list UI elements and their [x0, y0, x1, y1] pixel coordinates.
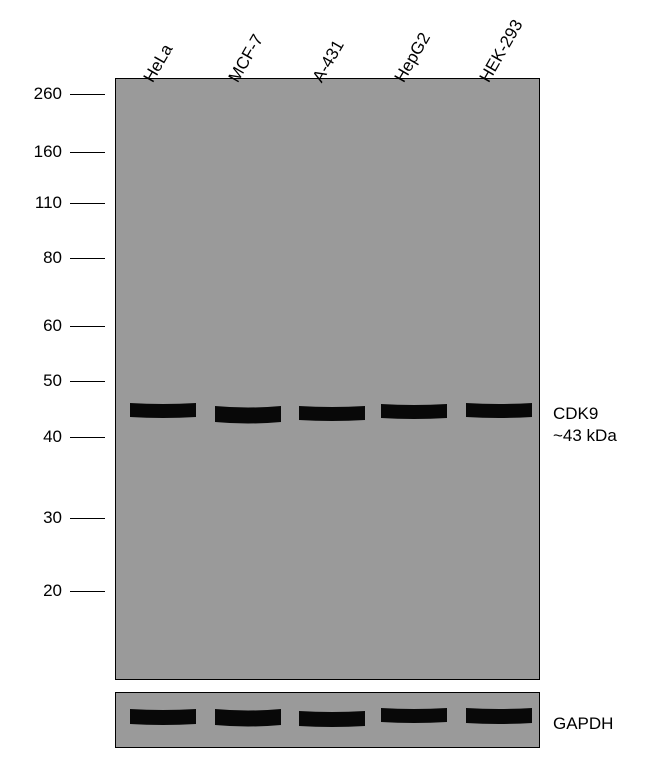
mw-tick: [70, 258, 105, 259]
main-blot-membrane: [115, 78, 540, 680]
protein-band: [297, 398, 367, 432]
mw-tick: [70, 381, 105, 382]
western-blot-figure: HeLaMCF-7A-431HepG2HEK-293 2601601108060…: [0, 0, 650, 769]
mw-label: 60: [22, 316, 62, 336]
mw-label: 30: [22, 508, 62, 528]
mw-label: 260: [22, 84, 62, 104]
protein-band: [379, 396, 449, 430]
mw-label: 160: [22, 142, 62, 162]
protein-band: [379, 700, 449, 734]
gapdh-protein-label: GAPDH: [553, 714, 613, 734]
mw-label: 80: [22, 248, 62, 268]
protein-band: [464, 700, 534, 735]
mw-tick: [70, 437, 105, 438]
mw-label: 50: [22, 371, 62, 391]
mw-tick: [70, 518, 105, 519]
protein-band: [297, 703, 367, 738]
mw-label: 40: [22, 427, 62, 447]
mw-label: 110: [22, 193, 62, 213]
mw-tick: [70, 326, 105, 327]
protein-band: [213, 398, 283, 436]
protein-band: [213, 701, 283, 739]
mw-tick: [70, 591, 105, 592]
cdk9-protein-label: CDK9: [553, 404, 598, 424]
protein-band: [464, 395, 534, 429]
mw-label: 20: [22, 581, 62, 601]
protein-band: [128, 701, 198, 736]
lane-label: HEK-293: [476, 16, 528, 86]
mw-tick: [70, 152, 105, 153]
cdk9-size-label: ~43 kDa: [553, 426, 617, 446]
mw-tick: [70, 94, 105, 95]
mw-tick: [70, 203, 105, 204]
protein-band: [128, 395, 198, 429]
